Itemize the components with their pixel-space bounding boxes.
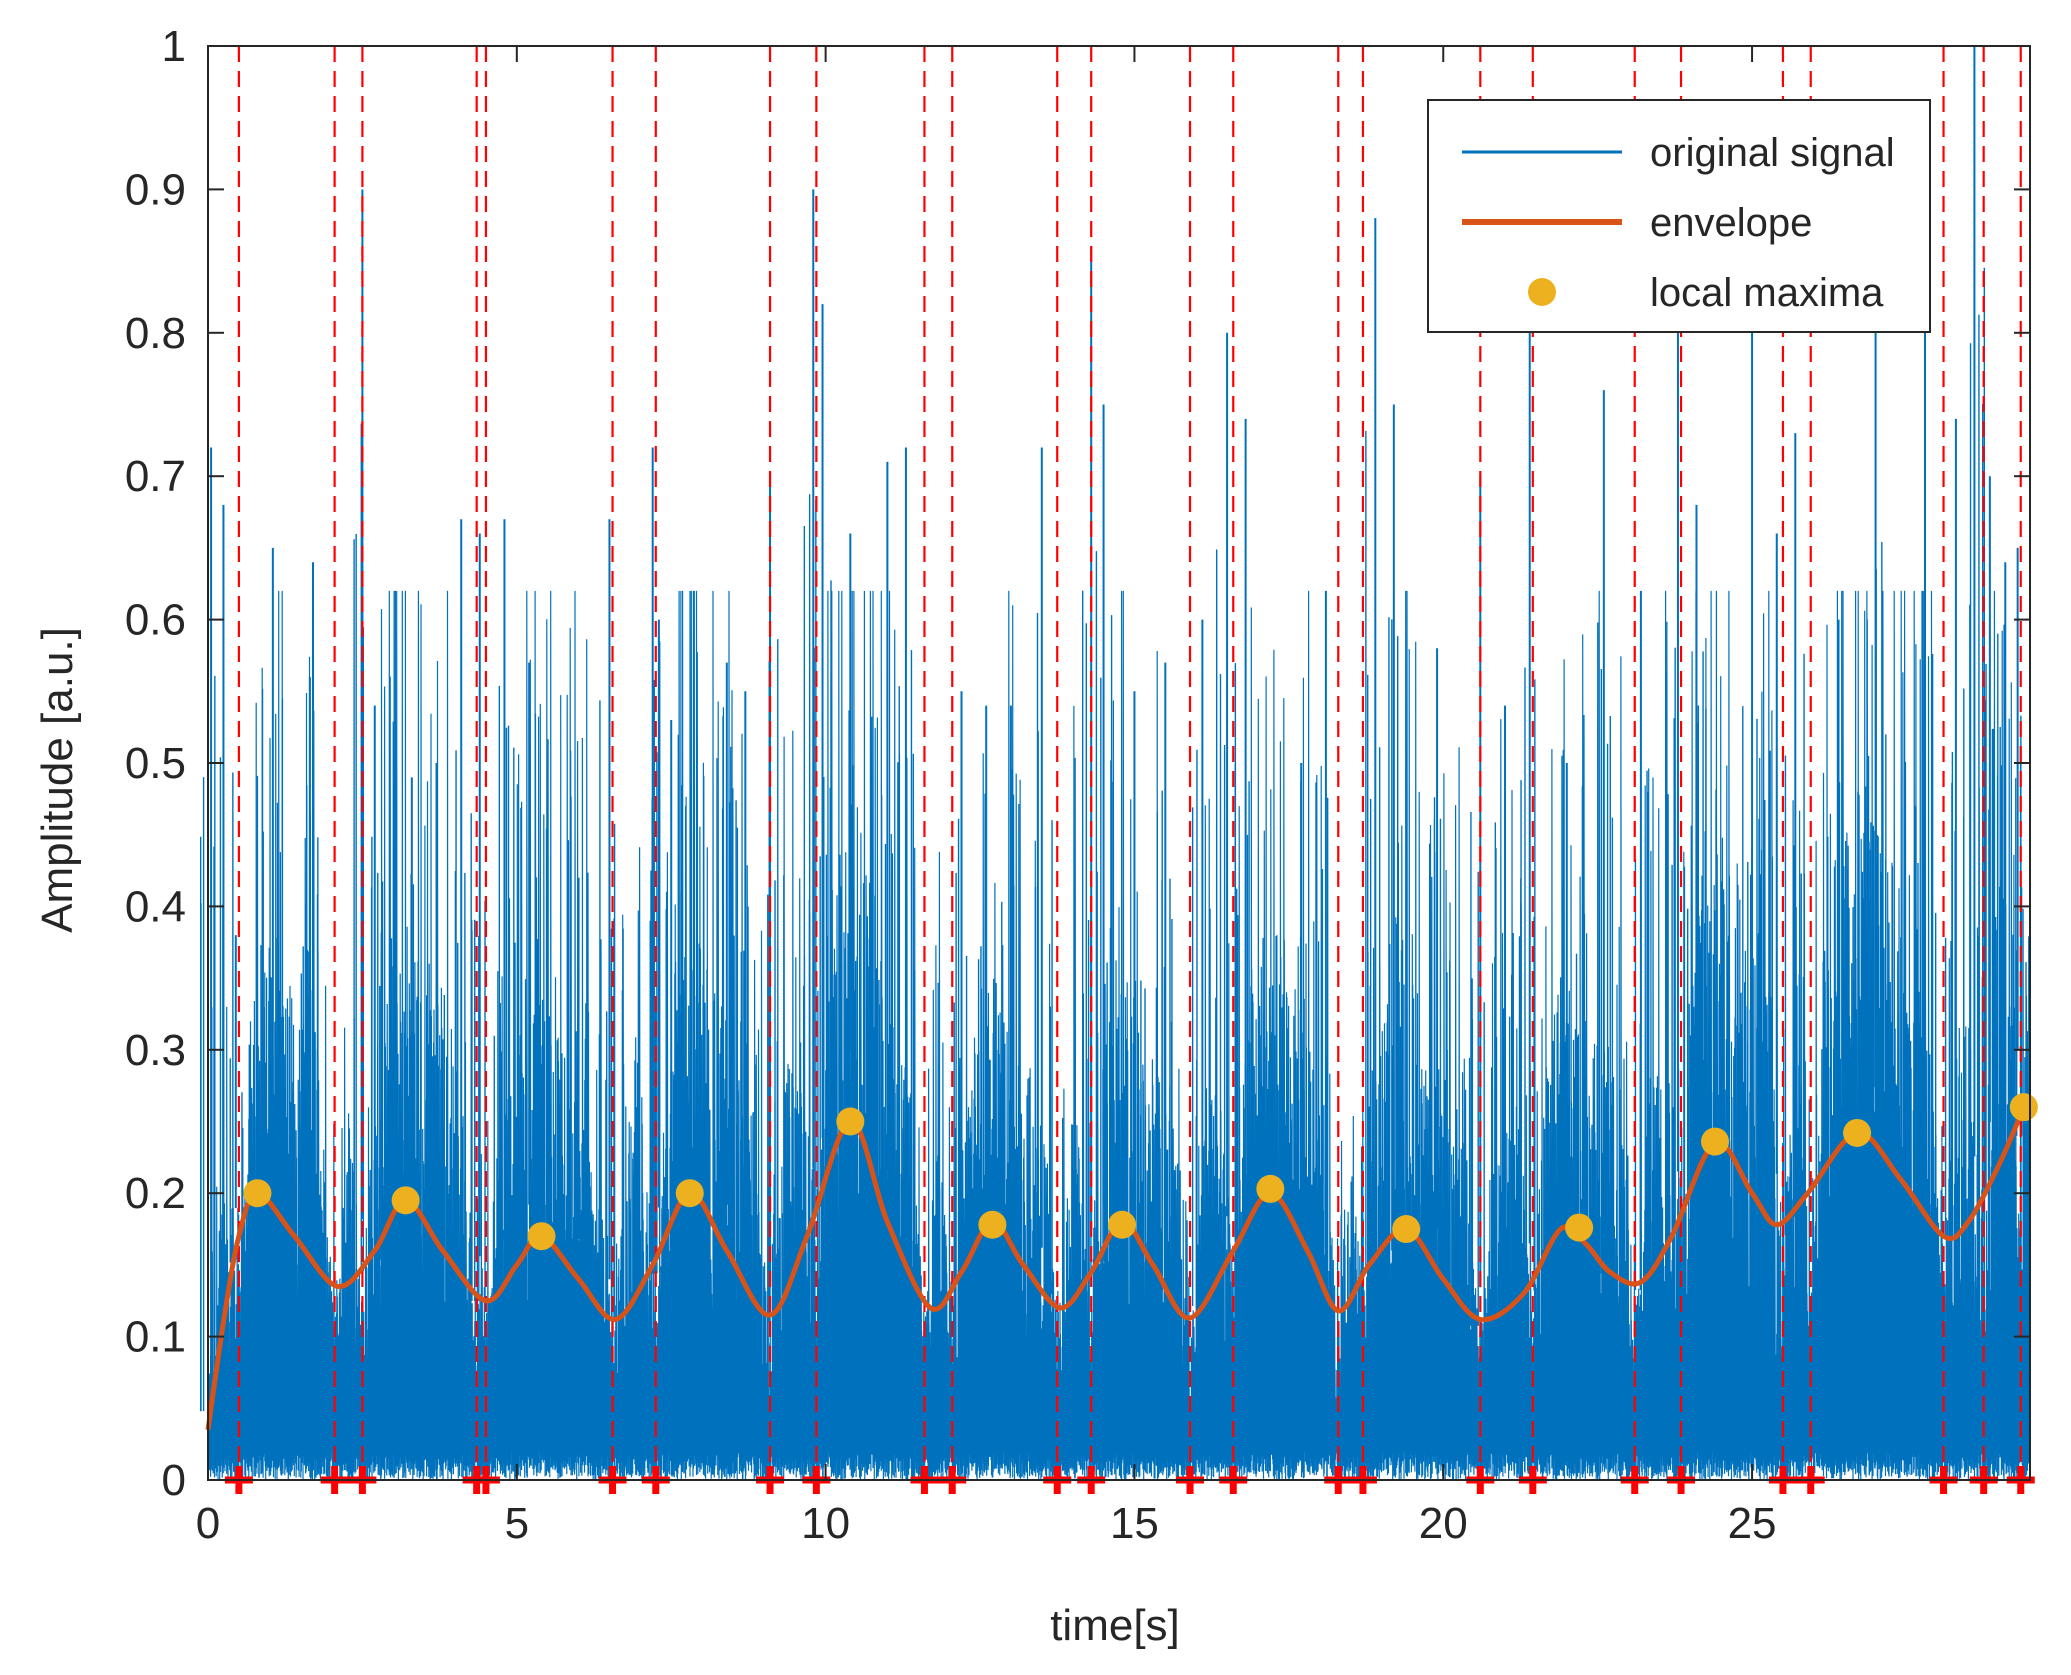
legend: original signal envelope local maxima xyxy=(1427,99,1931,333)
y-tick-label-4: 0.4 xyxy=(125,882,186,931)
local-maximum-8 xyxy=(1392,1215,1421,1244)
axes xyxy=(207,45,2031,1481)
local-maximum-1 xyxy=(391,1186,420,1215)
y-tick-label-7: 0.7 xyxy=(125,452,186,501)
legend-label-local-maxima: local maxima xyxy=(1650,271,1884,315)
local-maximum-7 xyxy=(1256,1174,1285,1203)
x-tick-label-0: 0 xyxy=(196,1499,220,1548)
x-tick-label-1: 5 xyxy=(505,1499,529,1548)
y-tick-label-6: 0.6 xyxy=(125,596,186,645)
y-tick-label-10: 1 xyxy=(162,22,186,71)
y-tick-label-2: 0.2 xyxy=(125,1169,186,1218)
y-tick-label-1: 0.1 xyxy=(125,1313,186,1362)
tick-labels: 0 5 10 15 20 25 0 0.1 0.2 0.3 0.4 0.5 0.6 0.7 0.8 0.9 1 xyxy=(125,22,1777,1548)
y-tick-label-3: 0.3 xyxy=(125,1026,186,1075)
local-maximum-6 xyxy=(1108,1210,1137,1239)
local-maximum-3 xyxy=(675,1179,704,1208)
local-maximum-4 xyxy=(836,1107,865,1136)
original-signal-line xyxy=(207,590,2031,1481)
local-maximum-5 xyxy=(978,1210,1007,1239)
x-tick-label-4: 20 xyxy=(1419,1499,1468,1548)
local-maximum-9 xyxy=(1565,1213,1594,1242)
y-tick-label-9: 0.9 xyxy=(125,165,186,214)
y-tick-label-5: 0.5 xyxy=(125,739,186,788)
legend-box xyxy=(1427,99,1931,333)
x-tick-label-2: 10 xyxy=(801,1499,850,1548)
x-tick-label-5: 25 xyxy=(1728,1499,1777,1548)
local-maximum-10 xyxy=(1701,1127,1730,1156)
y-tick-label-8: 0.8 xyxy=(125,309,186,358)
y-axis-label: Amplitude [a.u.] xyxy=(33,627,82,933)
local-maximum-0 xyxy=(243,1179,272,1208)
local-maximum-11 xyxy=(1843,1118,1872,1147)
local-maxima-layer xyxy=(243,1093,2038,1251)
legend-label-original-signal: original signal xyxy=(1650,131,1895,175)
legend-swatch-local-maxima xyxy=(1528,278,1556,306)
x-axis-label: time[s] xyxy=(1050,1601,1180,1650)
local-maximum-12 xyxy=(2009,1093,2038,1122)
legend-label-envelope: envelope xyxy=(1650,201,1812,245)
y-tick-label-0: 0 xyxy=(162,1456,186,1505)
local-maximum-2 xyxy=(527,1222,556,1251)
x-tick-label-3: 15 xyxy=(1110,1499,1159,1548)
